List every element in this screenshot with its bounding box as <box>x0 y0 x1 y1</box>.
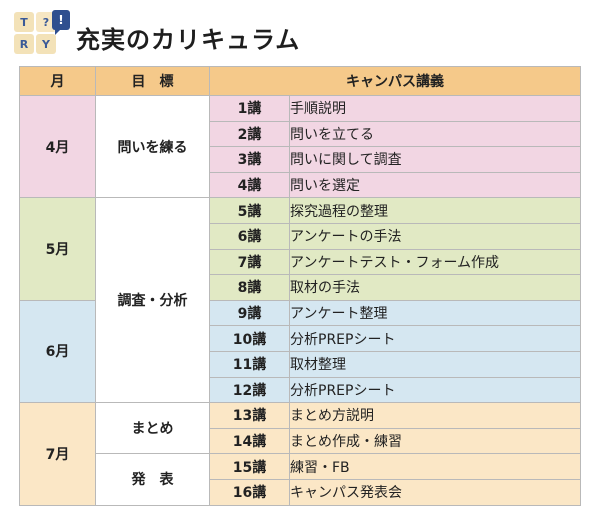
logo-letter: ? <box>36 12 56 32</box>
lecture-topic: 分析PREPシート <box>289 376 581 404</box>
table-row: 4月 問いを練る 1講 手順説明 <box>19 94 581 199</box>
lecture-topic: 問いに関して調査 <box>289 146 581 173</box>
lecture-topic: 分析PREPシート <box>289 325 581 352</box>
lecture-topic: アンケートテスト・フォーム作成 <box>289 248 581 276</box>
goal-cell: 調査・分析 <box>95 197 210 404</box>
goal-cell: 問いを練る <box>95 94 210 199</box>
table-header-row: 月 目 標 キャンパス講義 <box>19 66 581 96</box>
lecture-topic: 取材の手法 <box>289 274 581 301</box>
lecture-topic: 問いを立てる <box>289 120 581 148</box>
lecture-number: 12講 <box>209 376 290 404</box>
header-goal: 目 標 <box>95 66 210 96</box>
header-month: 月 <box>19 66 96 96</box>
goal-cell: 発 表 <box>95 453 210 506</box>
month-cell-june: 6月 <box>19 299 96 404</box>
lecture-number: 11講 <box>209 350 290 378</box>
lecture-number: 15講 <box>209 453 290 480</box>
curriculum-table: 月 目 標 キャンパス講義 4月 問いを練る 1講 手順説明 2講 問いを立てる… <box>19 66 581 506</box>
page-title: 充実のカリキュラム <box>76 26 301 54</box>
lecture-number: 9講 <box>209 299 290 327</box>
lecture-topic: 問いを選定 <box>289 171 581 199</box>
exclamation-badge-icon: ! <box>52 10 70 35</box>
month-cell-may: 5月 <box>19 197 96 301</box>
lecture-topic: まとめ方説明 <box>289 402 581 429</box>
logo-letter: Y <box>36 34 56 54</box>
goal-cell: まとめ <box>95 402 210 455</box>
lecture-number: 13講 <box>209 402 290 429</box>
table-row: 11講 取材整理 <box>20 350 581 378</box>
header-lecture: キャンパス講義 <box>209 66 581 96</box>
table-row: 8講 取材の手法 <box>20 274 581 301</box>
lecture-topic: 探究過程の整理 <box>289 197 581 224</box>
table-row: 7月 まとめ 13講 まとめ方説明 <box>19 402 581 506</box>
table-row: 発 表 15講 練習・FB <box>20 453 581 506</box>
try-logo: T ? R Y ! <box>14 10 70 56</box>
month-cell-april: 4月 <box>19 94 96 199</box>
lecture-number: 10講 <box>209 325 290 352</box>
table-row: 6月 9講 アンケート整理 <box>19 299 581 404</box>
table-row: 16講 キャンパス発表会 <box>20 478 581 506</box>
lecture-topic: アンケートの手法 <box>289 222 581 250</box>
logo-letter: T <box>14 12 34 32</box>
lecture-number: 1講 <box>209 95 290 122</box>
lecture-topic: キャンパス発表会 <box>289 478 581 506</box>
lecture-number: 7講 <box>209 248 290 276</box>
table-row: 10講 分析PREPシート <box>20 325 581 352</box>
lecture-number: 4講 <box>209 171 290 199</box>
table-row: 4講 問いを選定 <box>20 171 581 199</box>
table-row: 6講 アンケートの手法 <box>20 222 581 250</box>
lecture-number: 8講 <box>209 274 290 301</box>
lecture-topic: まとめ作成・練習 <box>289 427 581 455</box>
table-row: 12講 分析PREPシート <box>20 376 581 404</box>
table-row: 3講 問いに関して調査 <box>20 146 581 173</box>
lecture-number: 6講 <box>209 222 290 250</box>
table-row: 7講 アンケートテスト・フォーム作成 <box>20 248 581 276</box>
table-row: 2講 問いを立てる <box>20 120 581 148</box>
lecture-topic: 取材整理 <box>289 350 581 378</box>
month-cell-july: 7月 <box>19 402 96 506</box>
lecture-number: 16講 <box>209 478 290 506</box>
table-row: 5月 調査・分析 5講 探究過程の整理 <box>19 197 581 404</box>
lecture-number: 14講 <box>209 427 290 455</box>
lecture-topic: アンケート整理 <box>289 299 581 327</box>
lecture-number: 5講 <box>209 197 290 224</box>
lecture-topic: 手順説明 <box>289 95 581 122</box>
table-row: 14講 まとめ作成・練習 <box>20 427 581 455</box>
lecture-number: 3講 <box>209 146 290 173</box>
lecture-topic: 練習・FB <box>289 453 581 480</box>
lecture-number: 2講 <box>209 120 290 148</box>
logo-letter: R <box>14 34 34 54</box>
page-header: T ? R Y ! 充実のカリキュラム <box>14 6 574 56</box>
